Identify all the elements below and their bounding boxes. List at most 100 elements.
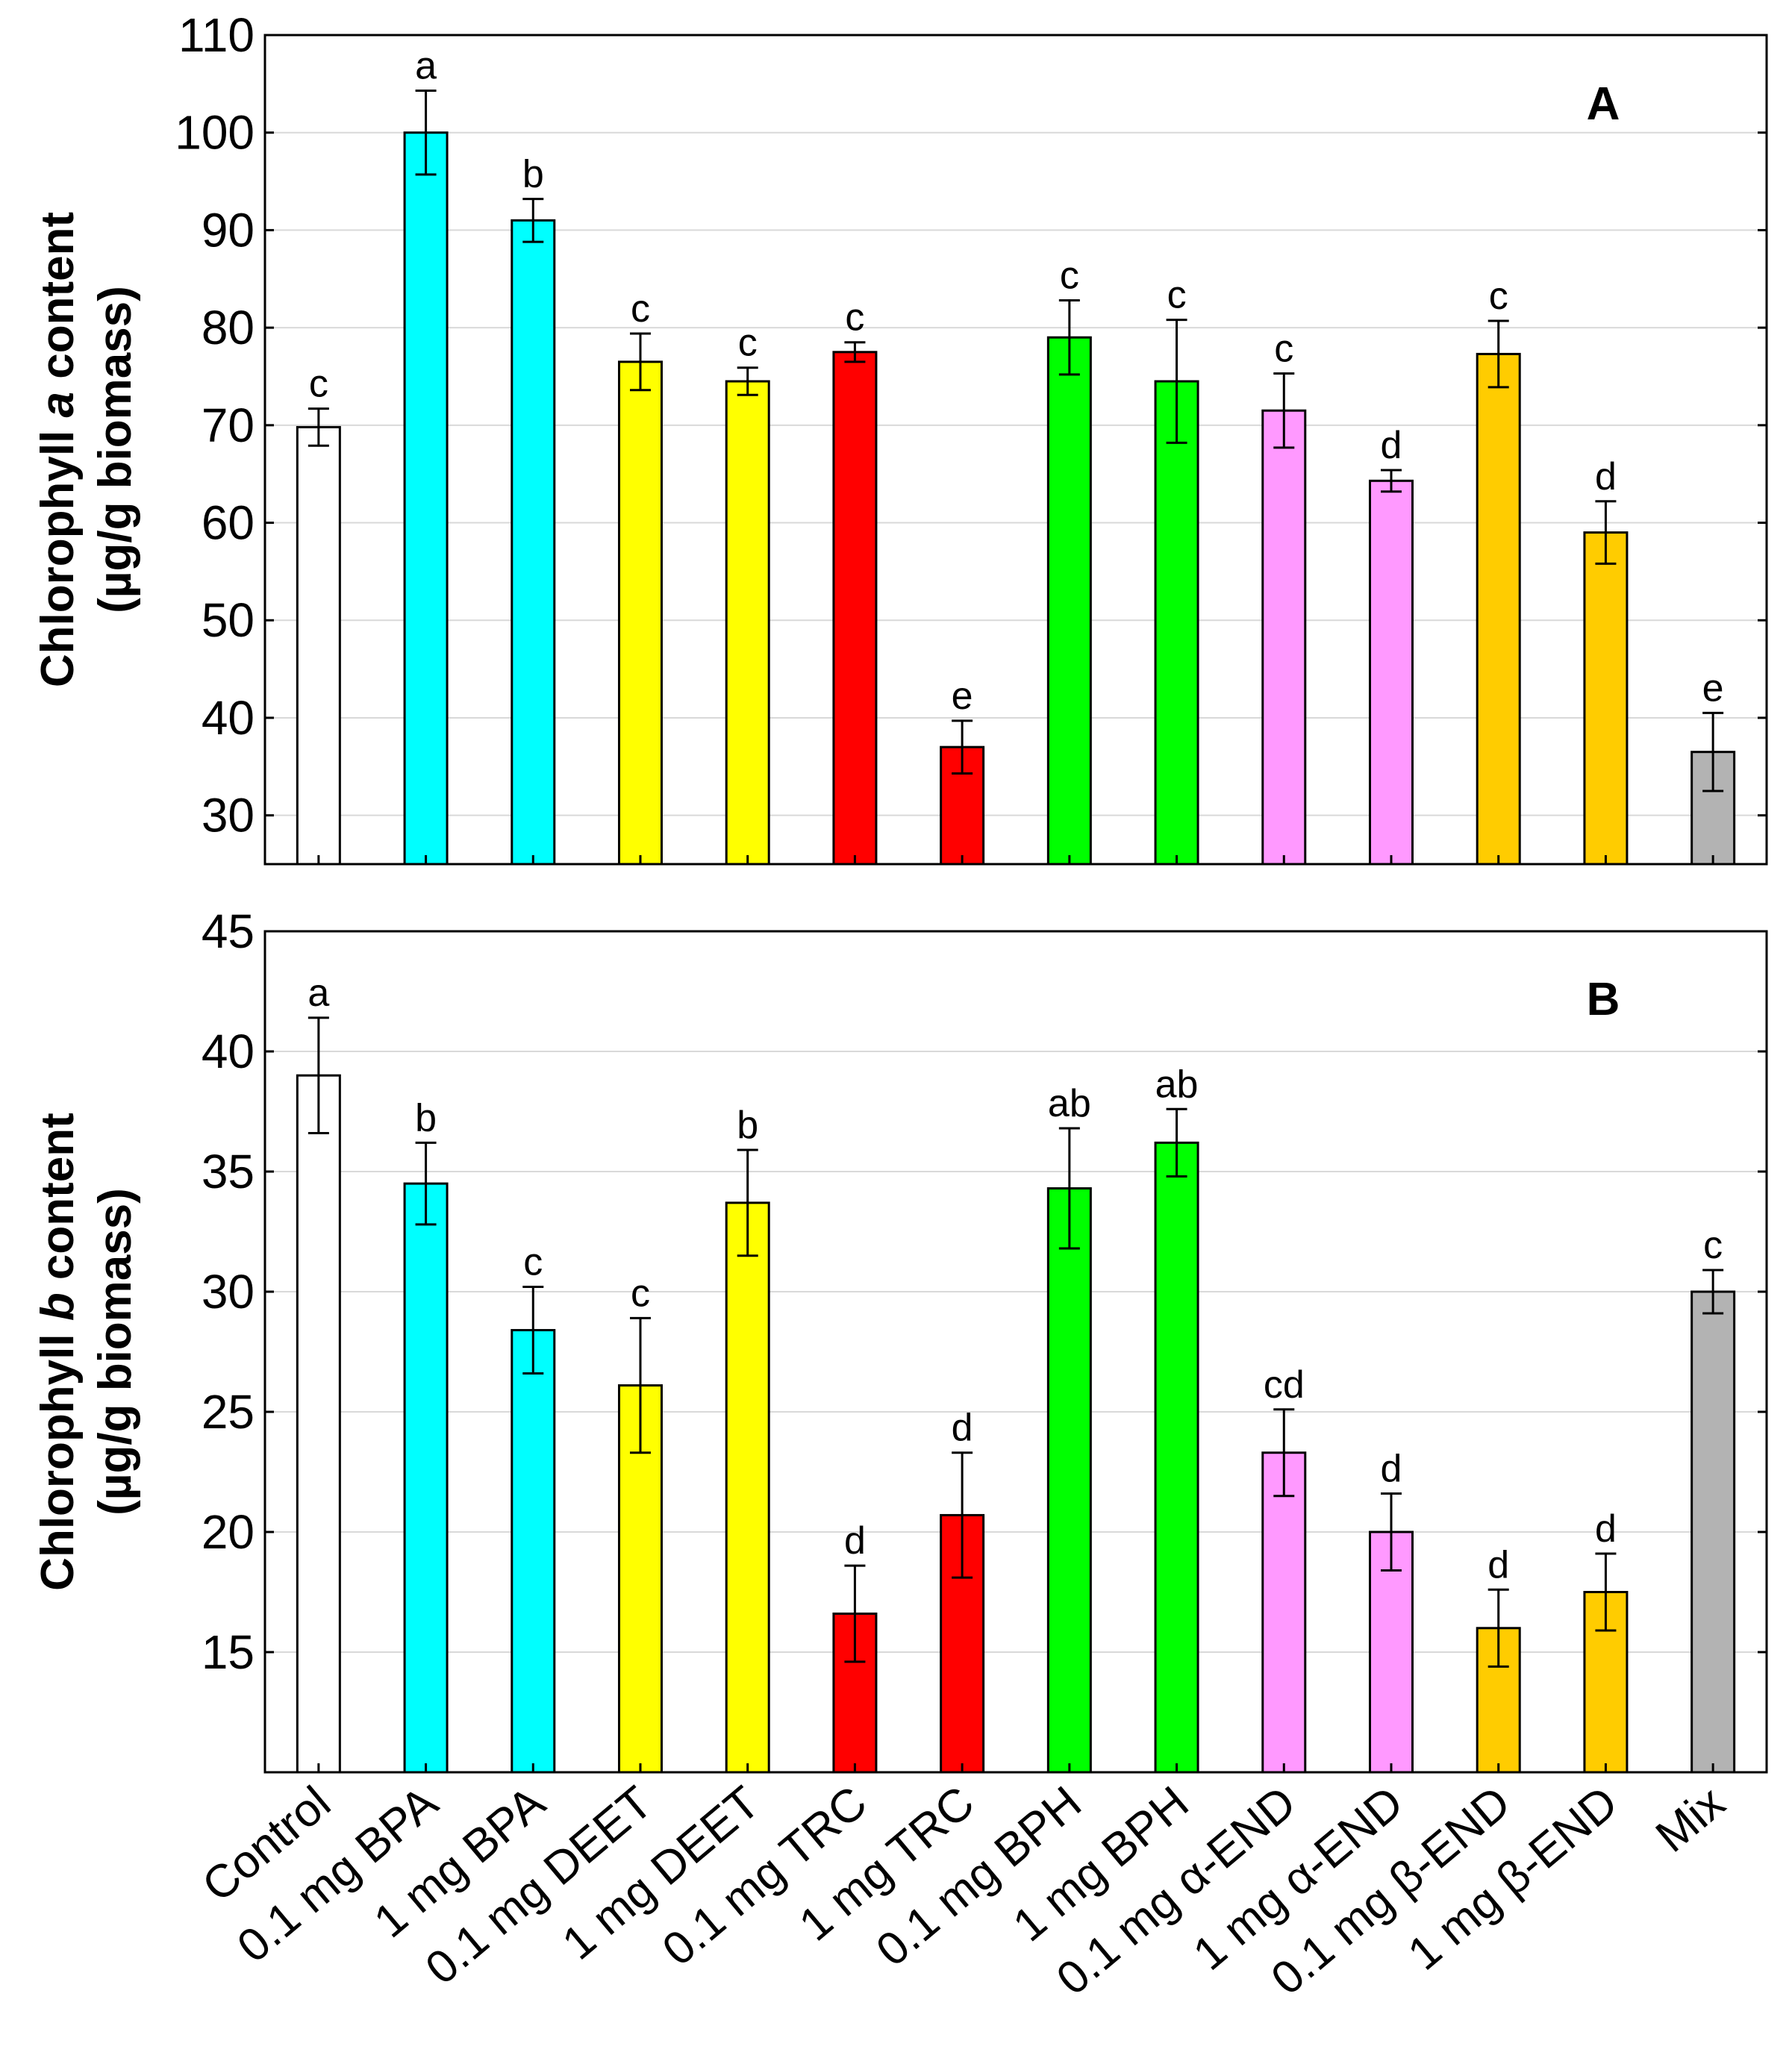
y-tick-label: 45	[202, 904, 255, 958]
significance-letter: c	[1274, 328, 1293, 371]
y-tick-label: 50	[202, 593, 255, 647]
significance-letter: e	[1702, 666, 1724, 710]
error-bar	[1487, 1588, 1509, 1668]
panel-letter: A	[1587, 78, 1620, 130]
y-tick-label: 15	[202, 1625, 255, 1679]
y-tick-label: 80	[202, 301, 255, 354]
error-bar	[1166, 1107, 1187, 1178]
significance-letter: c	[309, 363, 328, 406]
significance-letter: b	[415, 1096, 437, 1139]
bar	[511, 219, 556, 866]
significance-letter: a	[415, 45, 437, 88]
y-axis-label: Chlorophyll b content	[32, 1113, 84, 1591]
y-tick-label: 35	[202, 1145, 255, 1198]
error-bar	[952, 719, 973, 775]
error-bar	[844, 341, 866, 363]
significance-letter: c	[1489, 275, 1508, 318]
y-tick-label: 25	[202, 1385, 255, 1439]
bar	[1046, 1187, 1092, 1774]
significance-letter: d	[1381, 424, 1402, 467]
plot-frame	[263, 34, 1768, 866]
error-bar	[1595, 1552, 1617, 1632]
significance-letter: d	[844, 1519, 866, 1563]
bar	[403, 1182, 449, 1774]
significance-letter: d	[1381, 1447, 1402, 1490]
bar	[1476, 352, 1521, 866]
bar	[725, 1201, 770, 1774]
error-bar	[737, 366, 758, 396]
x-category-label: Mix	[1646, 1777, 1735, 1863]
error-bar	[1595, 500, 1617, 565]
significance-letter: b	[522, 153, 544, 196]
error-bar	[307, 407, 329, 447]
error-bar	[1702, 1269, 1724, 1315]
bar	[296, 1074, 341, 1774]
error-bar	[415, 1141, 437, 1226]
error-bar	[952, 1451, 973, 1579]
error-bar	[1058, 299, 1080, 376]
significance-letter: c	[631, 1272, 650, 1315]
y-tick-label: 30	[202, 1265, 255, 1319]
significance-letter: e	[952, 675, 973, 718]
significance-letter: c	[1703, 1224, 1723, 1267]
y-tick-label: 60	[202, 496, 255, 550]
panel-letter: B	[1587, 974, 1620, 1025]
panel-A: c a b c c c e c c c d c d e 30 40 50 60 70 80 90 100 110 A Chlor…	[32, 8, 1768, 866]
bar	[1369, 479, 1414, 866]
bar	[618, 360, 663, 866]
significance-letter: c	[1167, 274, 1187, 317]
bar	[832, 351, 878, 866]
bar	[403, 131, 449, 866]
error-bar	[844, 1564, 866, 1663]
bar	[1690, 1290, 1736, 1774]
significance-letter: d	[1487, 1543, 1509, 1586]
significance-letter: a	[307, 972, 329, 1015]
y-tick-label: 110	[178, 8, 255, 62]
error-bar	[1273, 1408, 1295, 1498]
y-tick-label: 90	[202, 203, 255, 257]
significance-letter: c	[845, 296, 864, 340]
bar	[1583, 531, 1629, 866]
error-bar	[1273, 372, 1295, 449]
significance-letter: c	[523, 1241, 543, 1284]
bar	[725, 380, 770, 866]
y-tick-label: 40	[202, 1025, 255, 1078]
error-bar	[1166, 319, 1187, 444]
y-tick-label: 40	[202, 691, 255, 745]
error-bar	[630, 1316, 651, 1454]
significance-letter: d	[1595, 455, 1617, 498]
y-tick-label: 70	[202, 398, 255, 452]
y-tick-label: 30	[202, 789, 255, 842]
significance-letter: d	[952, 1407, 973, 1450]
error-bar	[1381, 1492, 1402, 1572]
error-bar	[522, 198, 544, 243]
y-axis-label-units: (µg/g biomass)	[90, 286, 141, 613]
y-tick-label: 20	[202, 1505, 255, 1559]
error-bar	[737, 1148, 758, 1257]
bar	[1154, 380, 1199, 866]
error-bar	[1058, 1127, 1080, 1250]
y-axis-label: Chlorophyll a content	[32, 212, 84, 687]
bar	[1261, 409, 1307, 866]
bar	[1046, 336, 1092, 866]
significance-letter: c	[631, 287, 650, 331]
bar	[511, 1329, 556, 1774]
significance-letter: ab	[1048, 1082, 1091, 1125]
significance-letter: b	[737, 1104, 758, 1147]
error-bar	[415, 90, 437, 176]
y-tick-label: 100	[175, 106, 255, 160]
bar	[1261, 1451, 1307, 1774]
error-bar	[1381, 469, 1402, 493]
error-bar	[630, 332, 651, 392]
error-bar	[307, 1016, 329, 1134]
error-bar	[1702, 711, 1724, 792]
bar	[1154, 1141, 1199, 1774]
significance-letter: c	[738, 322, 758, 365]
error-bar	[1487, 319, 1509, 389]
significance-letter: cd	[1264, 1363, 1305, 1407]
significance-letter: d	[1595, 1507, 1617, 1551]
error-bar	[522, 1286, 544, 1375]
bar	[296, 425, 341, 866]
